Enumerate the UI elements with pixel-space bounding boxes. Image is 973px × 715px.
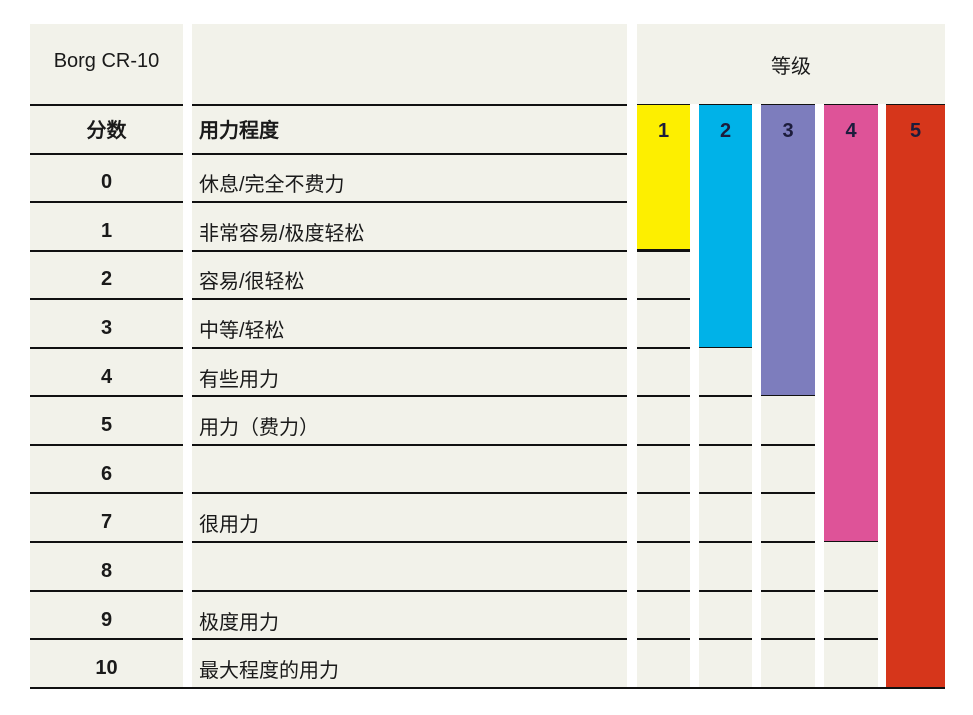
zone-label-4: 4 [845,120,857,142]
score-cell: 2 [100,268,113,290]
zone-label-5: 5 [909,120,922,142]
score-cell: 1 [100,220,113,242]
score-cell: 5 [100,414,113,436]
effort-cell: 中等/轻松 [199,320,285,342]
header-blank-cell [192,24,627,104]
header-grade-cell [637,24,945,104]
effort-cell: 极度用力 [199,612,279,634]
effort-cell: 用力（费力） [199,417,319,439]
score-cell: 0 [100,171,113,193]
score-cell: 3 [100,317,113,339]
score-cell: 9 [100,609,113,631]
header-scale-cell [30,24,183,104]
zone-label-3: 3 [782,120,794,142]
effort-cell: 有些用力 [199,369,279,391]
grade-title: 等级 [771,55,811,78]
effort-column-header: 用力程度 [199,120,279,142]
score-cell: 7 [100,511,113,533]
zone-bar-4: 4 [824,104,878,542]
score-cell: 4 [100,366,113,388]
effort-cell: 休息/完全不费力 [199,174,345,196]
scale-name: Borg CR-10 [53,49,160,72]
zone-bar-3: 3 [761,104,815,396]
effort-cell: 很用力 [199,514,259,536]
score-cell: 8 [100,560,113,582]
score-column-header: 分数 [86,120,127,142]
zone-bar-5: 5 [886,104,945,688]
zone-bar-1: 1 [637,104,690,250]
effort-cell: 容易/很轻松 [199,271,305,293]
effort-cell [192,547,634,596]
effort-cell: 非常容易/极度轻松 [199,223,365,245]
score-cell: 10 [95,657,118,679]
score-cell: 6 [100,463,113,485]
zone-bar-2: 2 [699,104,752,348]
zone-label-2: 2 [719,120,732,142]
zone-label-1: 1 [657,120,670,142]
effort-cell: 最大程度的用力 [199,660,339,682]
